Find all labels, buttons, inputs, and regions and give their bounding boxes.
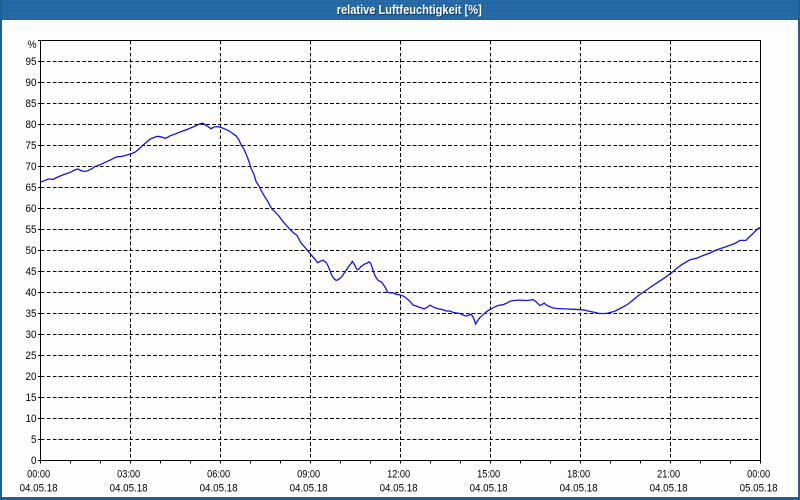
svg-text:04.05.18: 04.05.18 xyxy=(110,483,148,495)
svg-text:15:00: 15:00 xyxy=(477,469,500,481)
svg-text:5: 5 xyxy=(31,434,37,446)
svg-text:60: 60 xyxy=(26,203,37,215)
svg-text:06:00: 06:00 xyxy=(207,469,230,481)
svg-text:80: 80 xyxy=(26,119,37,131)
svg-text:85: 85 xyxy=(26,98,37,110)
svg-text:90: 90 xyxy=(26,77,37,89)
svg-text:35: 35 xyxy=(26,308,37,320)
svg-text:70: 70 xyxy=(26,161,37,173)
svg-text:50: 50 xyxy=(26,245,37,257)
svg-text:30: 30 xyxy=(26,329,37,341)
svg-text:18:00: 18:00 xyxy=(567,469,590,481)
svg-text:%: % xyxy=(28,39,37,51)
svg-text:04.05.18: 04.05.18 xyxy=(560,483,598,495)
svg-text:10: 10 xyxy=(26,413,37,425)
svg-text:05.05.18: 05.05.18 xyxy=(740,483,778,495)
svg-text:25: 25 xyxy=(26,350,37,362)
svg-text:00:00: 00:00 xyxy=(747,469,770,481)
svg-text:75: 75 xyxy=(26,140,37,152)
svg-text:0: 0 xyxy=(31,455,37,467)
svg-text:03:00: 03:00 xyxy=(117,469,140,481)
svg-text:21:00: 21:00 xyxy=(657,469,680,481)
svg-text:12:00: 12:00 xyxy=(387,469,410,481)
svg-text:40: 40 xyxy=(26,287,37,299)
svg-text:55: 55 xyxy=(26,224,37,236)
svg-text:04.05.18: 04.05.18 xyxy=(650,483,688,495)
svg-text:00:00: 00:00 xyxy=(27,469,50,481)
svg-text:04.05.18: 04.05.18 xyxy=(20,483,58,495)
svg-text:15: 15 xyxy=(26,392,37,404)
svg-text:04.05.18: 04.05.18 xyxy=(380,483,418,495)
svg-text:04.05.18: 04.05.18 xyxy=(200,483,238,495)
svg-text:45: 45 xyxy=(26,266,37,278)
svg-text:04.05.18: 04.05.18 xyxy=(290,483,328,495)
svg-text:04.05.18: 04.05.18 xyxy=(470,483,508,495)
svg-text:65: 65 xyxy=(26,182,37,194)
svg-text:20: 20 xyxy=(26,371,37,383)
svg-text:09:00: 09:00 xyxy=(297,469,320,481)
svg-text:95: 95 xyxy=(26,56,37,68)
